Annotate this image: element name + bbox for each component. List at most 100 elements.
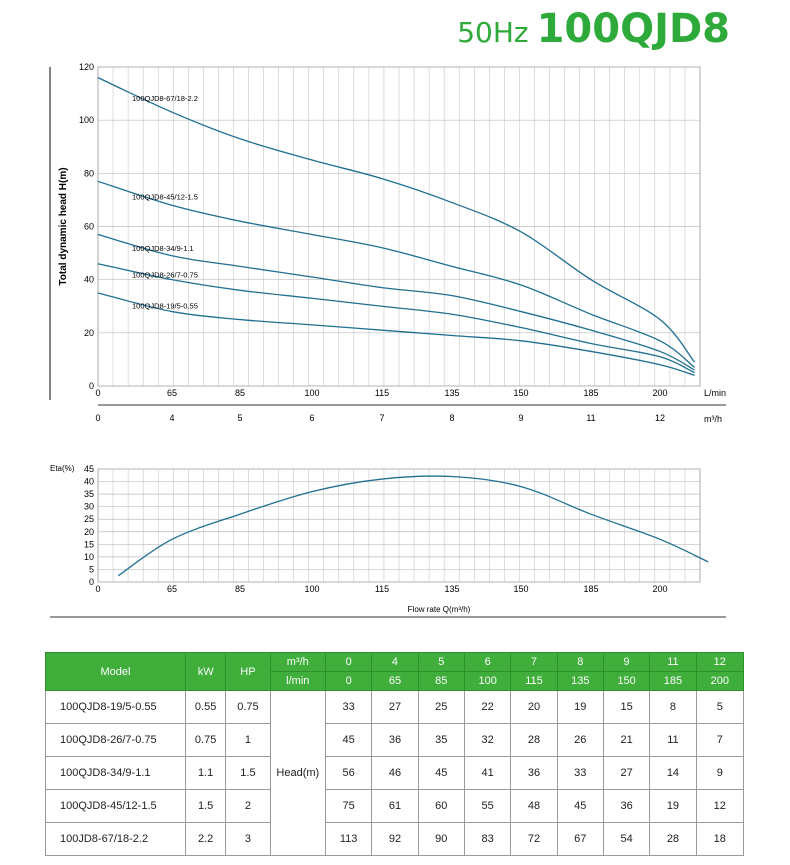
x-tick-label-lmin: 115 <box>375 388 389 398</box>
x-tick-label-lmin: 85 <box>235 388 245 398</box>
series-label: 100QJD8-34/9-1.1 <box>132 244 194 253</box>
head-curve <box>97 292 695 376</box>
flow-lmin-header: 65 <box>371 671 419 691</box>
head-value-cell: 5 <box>695 690 745 724</box>
performance-table: Model kW HP m³/h 0 4 5 6 7 8 9 11 12 l/min 0 65 85… <box>45 652 745 856</box>
head-value-cell: 113 <box>324 822 373 856</box>
x-tick-label-lmin: 0 <box>95 388 100 398</box>
head-curve <box>97 263 695 374</box>
head-value-cell: 48 <box>510 789 558 823</box>
model-cell: 100QJD8-26/7-0.75 <box>45 723 186 757</box>
y-tick-label: 45 <box>84 464 94 474</box>
head-value-cell: 92 <box>371 822 419 856</box>
head-value-cell: 33 <box>556 756 604 790</box>
x-unit-m3h: m³/h <box>704 414 722 424</box>
y-tick-label: 10 <box>84 552 94 562</box>
head-label-cell: Head(m) <box>269 690 326 856</box>
y-tick-label: 30 <box>84 502 94 512</box>
model-cell: 100QJD8-45/12-1.5 <box>45 789 186 823</box>
head-curve <box>97 180 695 368</box>
head-curve <box>97 233 695 371</box>
x-tick-label: 135 <box>444 584 459 594</box>
series-label: 100QJD8-67/18-2.2 <box>132 94 198 103</box>
flow-m3h-header: 7 <box>510 652 558 672</box>
model-label: 100QJD8 <box>536 6 730 52</box>
flow-m3h-header: 11 <box>649 652 697 672</box>
y-axis-title: Total dynamic head H(m) <box>58 167 69 285</box>
table-header-row-m3h: Model kW HP m³/h 0 4 5 6 7 8 9 11 12 <box>45 652 745 691</box>
unit-lmin: l/min <box>269 671 326 691</box>
head-value-cell: 36 <box>371 723 419 757</box>
flow-m3h-header: 12 <box>695 652 745 672</box>
head-value-cell: 46 <box>371 756 419 790</box>
head-value-cell: 9 <box>695 756 745 790</box>
kw-cell: 1.1 <box>184 756 227 790</box>
head-value-cell: 11 <box>649 723 697 757</box>
hp-cell: 1.5 <box>225 756 271 790</box>
y-tick-label: 0 <box>89 381 94 391</box>
head-value-cell: 14 <box>649 756 697 790</box>
y-tick-label: 15 <box>84 539 94 549</box>
x-unit-lmin: L/min <box>704 388 726 398</box>
head-value-cell: 28 <box>510 723 558 757</box>
head-value-cell: 75 <box>324 789 373 823</box>
head-value-cell: 28 <box>649 822 697 856</box>
flow-m3h-header: 8 <box>556 652 604 672</box>
head-value-cell: 25 <box>417 690 465 724</box>
head-value-cell: 35 <box>417 723 465 757</box>
x-tick-label-m3h: 12 <box>655 413 665 423</box>
flow-lmin-header: 100 <box>463 671 512 691</box>
efficiency-curve <box>117 475 709 577</box>
flow-m3h-header: 5 <box>417 652 465 672</box>
head-value-cell: 56 <box>324 756 373 790</box>
x-tick-label: 150 <box>513 584 528 594</box>
head-value-cell: 19 <box>556 690 604 724</box>
head-value-cell: 55 <box>463 789 512 823</box>
head-value-cell: 18 <box>695 822 745 856</box>
head-value-cell: 72 <box>510 822 558 856</box>
table-row: 100JD8-67/18-2.2 2.2 3 113 92 90 83 72 67 54 28 18 <box>45 822 745 856</box>
x-tick-label-lmin: 185 <box>583 388 598 398</box>
col-hp: HP <box>225 652 271 691</box>
chart-title: 50Hz 100QJD8 <box>457 6 730 52</box>
y-tick-label: 20 <box>84 328 94 338</box>
kw-cell: 2.2 <box>184 822 227 856</box>
head-value-cell: 45 <box>417 756 465 790</box>
x-tick-label-m3h: 7 <box>379 413 384 423</box>
x-tick-label: 185 <box>583 584 598 594</box>
series-label: 100QJD8-26/7-0.75 <box>132 271 198 280</box>
table-row: 100QJD8-19/5-0.55 0.55 0.75 Head(m) 33 27 25 22… <box>45 690 745 856</box>
x-tick-label-lmin: 200 <box>652 388 667 398</box>
head-value-cell: 61 <box>371 789 419 823</box>
x-tick-label: 0 <box>95 584 100 594</box>
unit-m3h: m³/h <box>269 652 326 672</box>
head-value-cell: 7 <box>695 723 745 757</box>
x-tick-label-m3h: 6 <box>309 413 314 423</box>
kw-cell: 0.75 <box>184 723 227 757</box>
y-tick-label: 60 <box>84 222 94 232</box>
x-tick-label: 115 <box>375 584 389 594</box>
y-tick-label: 40 <box>84 477 94 487</box>
x-tick-label-m3h: 0 <box>95 413 100 423</box>
flow-lmin-header: 135 <box>556 671 604 691</box>
hp-cell: 2 <box>225 789 271 823</box>
hp-cell: 1 <box>225 723 271 757</box>
y-tick-label: 100 <box>79 115 94 125</box>
x-tick-label-lmin: 135 <box>444 388 459 398</box>
col-kw: kW <box>184 652 227 691</box>
flow-lmin-header: 200 <box>695 671 745 691</box>
head-value-cell: 41 <box>463 756 512 790</box>
x-tick-label-m3h: 8 <box>449 413 454 423</box>
head-value-cell: 54 <box>602 822 651 856</box>
head-value-cell: 15 <box>602 690 651 724</box>
kw-cell: 0.55 <box>184 690 227 724</box>
x-tick-label-lmin: 65 <box>167 388 177 398</box>
flow-lmin-header: 150 <box>602 671 651 691</box>
model-cell: 100JD8-67/18-2.2 <box>45 822 186 856</box>
y-tick-label: 0 <box>89 577 94 587</box>
y-tick-label: 25 <box>84 514 94 524</box>
head-value-cell: 67 <box>556 822 604 856</box>
head-value-cell: 20 <box>510 690 558 724</box>
table-row: 100QJD8-45/12-1.5 1.5 2 75 61 60 55 48 45 36 19 12 <box>45 789 745 823</box>
head-value-cell: 32 <box>463 723 512 757</box>
